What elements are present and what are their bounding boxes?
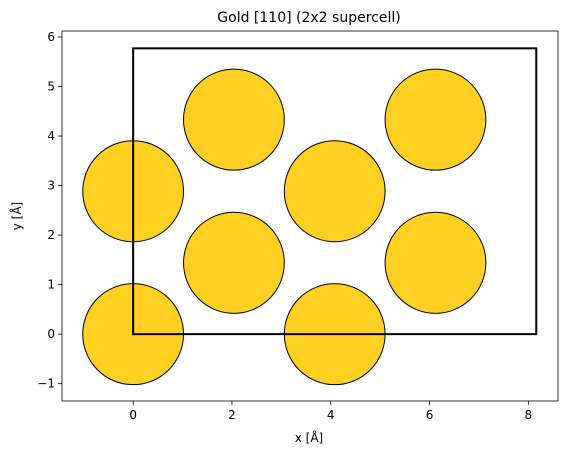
x-tick-label: 6 xyxy=(426,408,434,422)
y-tick-label: 0 xyxy=(47,327,55,341)
plot-frame xyxy=(61,30,559,402)
y-tick-label: 6 xyxy=(47,30,55,44)
atom-7 xyxy=(384,68,487,171)
y-axis: −1 0 1 2 3 4 5 6 xyxy=(37,30,62,391)
supercell-outline xyxy=(132,47,538,336)
atom-5 xyxy=(283,140,386,243)
y-tick-label: 3 xyxy=(47,179,55,193)
y-tick-label: 2 xyxy=(47,228,55,242)
y-tick-label: −1 xyxy=(37,377,55,391)
chart-title: Gold [110] (2x2 supercell) xyxy=(217,10,400,26)
x-tick-label: 0 xyxy=(129,408,137,422)
x-axis: 0 2 4 6 8 xyxy=(129,401,532,422)
y-tick-label: 1 xyxy=(47,278,55,292)
y-tick-label: 5 xyxy=(47,79,55,93)
x-tick-label: 4 xyxy=(327,408,335,422)
atoms-layer xyxy=(82,68,487,386)
atom-3 xyxy=(384,211,487,314)
cell-layer xyxy=(132,47,538,336)
atom-2 xyxy=(183,211,285,314)
atom-6 xyxy=(183,68,285,171)
y-tick-label: 4 xyxy=(47,129,55,143)
x-tick-label: 8 xyxy=(525,408,533,422)
x-tick-label: 2 xyxy=(228,408,236,422)
x-axis-label: x [Å] xyxy=(295,430,324,445)
y-axis-label: y [Å] xyxy=(9,202,24,231)
